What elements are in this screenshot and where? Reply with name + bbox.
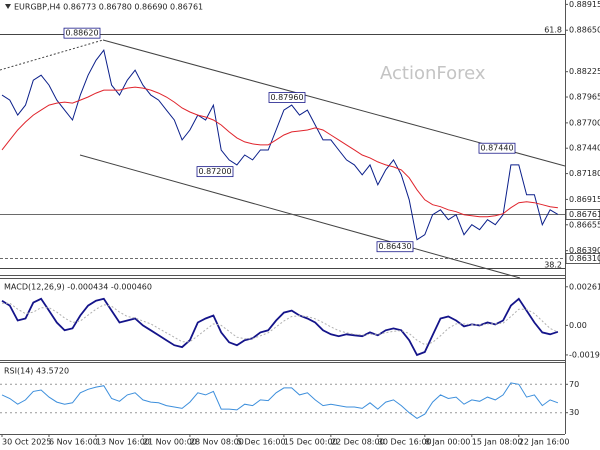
y-tick-label: 0.87440 [569,144,600,153]
series-line [1,86,558,218]
x-tick-label: 5 Dec 16:00 [237,438,286,447]
y-tick-label: 0.88915 [569,0,600,9]
annotation-label: 0.87440 [480,144,513,153]
annotation-label: 0.86430 [378,242,411,251]
series-line [2,302,559,346]
y-tick-label: 0.86390 [569,246,600,255]
x-tick-label: 15 Jan 08:00 [472,438,523,447]
annotation-label: 0.88620 [65,29,98,38]
annotation-box [478,142,516,154]
watermark: ActionForex [380,63,486,84]
y-tick-label: 0.00 [569,321,587,330]
y-tick-label: 0.002614 [569,282,600,291]
annotation-box [196,166,234,178]
symbol-icon [5,4,11,9]
annotation-label: 0.87960 [270,93,303,102]
annotation-label: 0.87200 [198,167,231,176]
y-tick-label: 0.88650 [569,26,600,35]
y-tick-label: 0.87965 [569,93,600,102]
annotation-box [376,241,414,253]
annotation-box [63,27,101,39]
fib-label: 38.2 [544,261,562,270]
x-tick-label: 30 Dec 16:00 [378,438,432,447]
series-line [1,49,559,241]
y-tick-label: 30 [569,408,579,417]
x-tick-label: 13 Nov 16:00 [96,438,150,447]
level-label-box [565,253,600,264]
level-label: 0.86310 [569,254,600,263]
y-tick-label: 0.86655 [569,220,600,229]
x-tick-label: 30 Oct 2025 [2,438,51,447]
series-line [1,382,559,419]
level-label: 0.86761 [569,210,600,219]
y-tick-label: -0.001997 [569,350,600,359]
dashed-trend-line [0,39,104,71]
x-tick-label: 8 Jan 00:00 [425,438,471,447]
y-tick-label: 0.87700 [569,118,600,127]
chart-title: EURGBP,H4 0.86773 0.86780 0.86690 0.8676… [14,3,203,12]
y-tick-label: 0.88225 [569,67,600,76]
annotation-box [268,92,306,103]
y-tick-label: 70 [569,380,579,389]
x-tick-label: 22 Jan 16:00 [519,438,570,447]
macd-title: MACD(12,26,9) -0.000434 -0.000460 [4,283,152,292]
fib-label: 61.8 [544,26,562,35]
level-label-box [565,209,600,220]
x-tick-label: 15 Dec 00:00 [284,438,338,447]
x-tick-label: 22 Dec 08:00 [331,438,385,447]
y-tick-label: 0.87180 [569,169,600,178]
x-tick-label: 6 Nov 16:00 [49,438,98,447]
frame [0,0,566,435]
x-tick-label: 28 Nov 08:00 [190,438,244,447]
rsi-title: RSI(14) 43.5720 [4,367,69,376]
y-tick-label: 0.86915 [569,195,600,204]
series-line [1,297,559,357]
x-tick-label: 21 Nov 00:00 [143,438,197,447]
channel-lower [79,154,521,279]
